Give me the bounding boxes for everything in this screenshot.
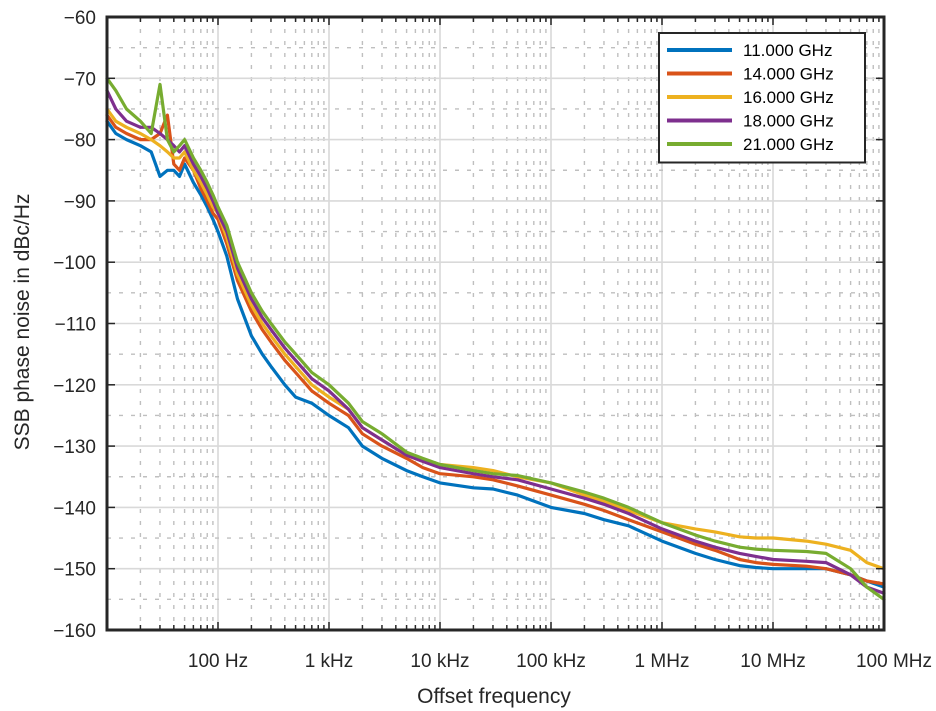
- tick-marks: [106, 16, 885, 631]
- legend-label: 14.000 GHz: [743, 65, 834, 84]
- legend-label: 11.000 GHz: [743, 41, 832, 60]
- y-tick-label: −150: [53, 560, 96, 581]
- y-tick-label: −90: [64, 192, 96, 213]
- x-tick-label: 100 kHz: [516, 651, 586, 672]
- x-tick-label: 1 kHz: [305, 651, 354, 672]
- y-tick-label: −70: [64, 69, 96, 90]
- y-axis-title: SSB phase noise in dBc/Hz: [11, 194, 34, 451]
- y-tick-label: −120: [53, 376, 96, 397]
- x-tick-label: 100 MHz: [856, 651, 932, 672]
- y-tick-labels: −60 −70 −80 −90 −100 −110 −120 −130 −140 −150 −160: [53, 8, 96, 642]
- y-tick-label: −140: [53, 498, 96, 519]
- y-tick-label: −100: [53, 253, 96, 274]
- x-tick-label: 100 Hz: [188, 651, 248, 672]
- series-line-1: [105, 119, 886, 589]
- x-tick-label: 10 kHz: [410, 651, 469, 672]
- y-tick-label: −80: [64, 131, 96, 152]
- y-tick-label: −130: [53, 437, 96, 458]
- x-tick-label: 1 MHz: [635, 651, 690, 672]
- legend-label: 21.000 GHz: [743, 135, 834, 154]
- y-tick-label: −110: [55, 315, 96, 336]
- legend-box: [658, 32, 866, 164]
- x-tick-label: 10 MHz: [740, 651, 805, 672]
- series-layer: [105, 76, 886, 602]
- x-tick-labels: 100 Hz 1 kHz 10 kHz 100 kHz 1 MHz 10 MHz 100 M…: [188, 651, 932, 672]
- x-axis-title: Offset frequency: [417, 685, 571, 708]
- y-tick-label: −60: [64, 8, 96, 29]
- series-line-5: [105, 76, 886, 602]
- series-line-4: [105, 88, 886, 595]
- series-line-3: [105, 107, 886, 571]
- legend: 11.000 GHz 14.000 GHz 16.000 GHz 18.000 GHz…: [658, 32, 866, 164]
- series-line-2: [105, 113, 886, 586]
- y-tick-label: −160: [53, 621, 96, 642]
- legend-label: 16.000 GHz: [743, 88, 834, 107]
- legend-label: 18.000 GHz: [743, 112, 834, 131]
